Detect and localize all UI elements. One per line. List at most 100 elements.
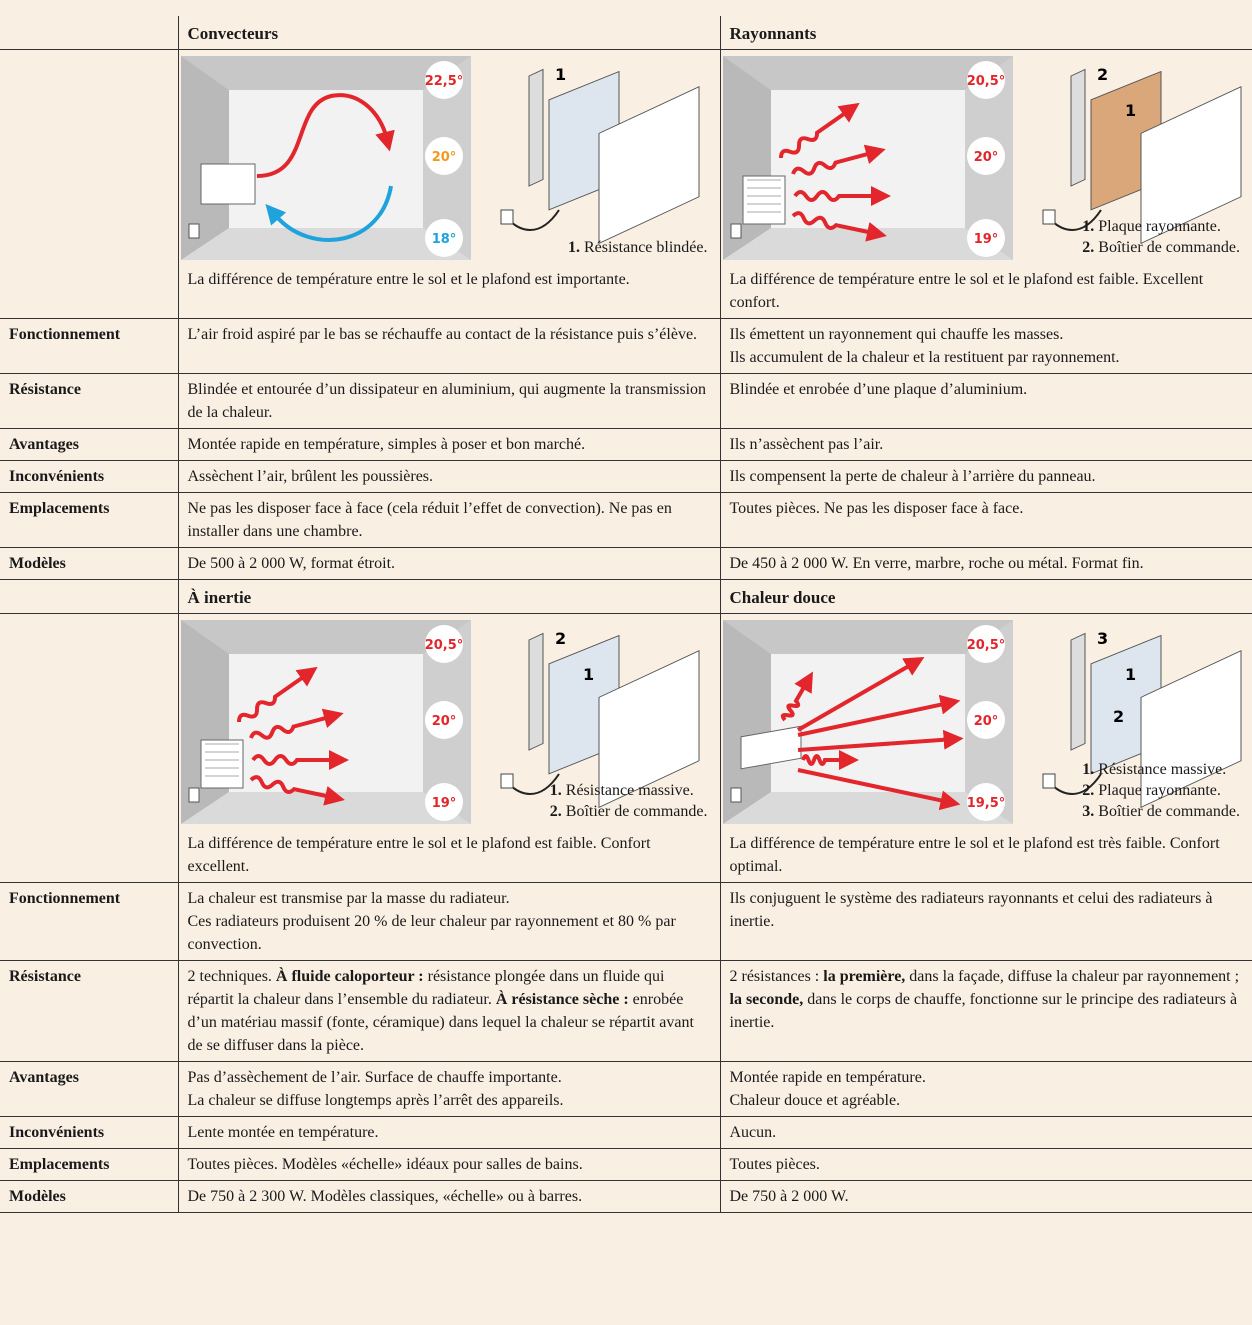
paragraph: Aucun. (729, 1124, 777, 1141)
callout: 1 (1125, 665, 1136, 684)
paragraph: Ils compensent la perte de chaleur à l’a… (729, 468, 1096, 485)
heat-wave (792, 186, 891, 206)
radiator (200, 163, 255, 205)
label-cell (0, 264, 179, 319)
legend-number: 3. (1082, 803, 1095, 820)
cell: L’air froid aspiré par le bas se réchauf… (178, 318, 721, 374)
heat-wave (250, 750, 349, 770)
illustration: 20,5° 20° 19,5° 3 1 2 1. Résistance massive. 2. P… (721, 614, 1252, 828)
legend: 1. Résistance blindée. (568, 237, 708, 258)
legend-text: Boîtier de commande. (565, 803, 708, 820)
text: dans la façade, diffuse la chaleur par r… (905, 968, 1240, 985)
image-row: 22,5° 20° 18° 1 1. Résistance blindée. 20,5° 20… (0, 49, 1252, 264)
illustration: 20,5° 20° 19° 2 1 1. Plaque rayonnante. 2. Boîti… (721, 50, 1252, 264)
front (1140, 650, 1241, 809)
socket (730, 787, 741, 803)
heat-wave (236, 666, 318, 723)
illustration: 20,5° 20° 19° 2 1 1. Résistance massive. 2. Boît… (179, 614, 720, 828)
table-body: Convecteurs Rayonnants 22,5° 20° 18° 1 1. Résis… (0, 16, 1252, 1213)
temp-label: 22,5° (424, 74, 463, 89)
ray-arrow (797, 768, 960, 811)
temp-badge (424, 625, 463, 663)
cell: Blindée et entourée d’un dissipateur en … (178, 373, 721, 429)
cell: Toutes pièces. Modèles «échelle» idéaux … (178, 1148, 721, 1181)
wave-arrow (791, 211, 887, 242)
summary-row: La différence de température entre le so… (0, 828, 1252, 883)
temp-badge (966, 701, 1005, 739)
radiator (200, 739, 243, 789)
image-cell: 22,5° 20° 18° 1 1. Résistance blindée. (178, 49, 721, 264)
text: enrobée d’un matériau massif (fonte, cér… (187, 991, 694, 1054)
text: 2 résistances : (729, 968, 824, 985)
temp-badge (424, 701, 463, 739)
header-row: À inertie Chaleur douce (0, 579, 1252, 614)
callout: 1 (555, 65, 566, 84)
paragraph: De 750 à 2 300 W. Modèles classiques, «é… (187, 1188, 583, 1205)
legend-text: Plaque rayonnante. (1098, 782, 1221, 799)
legend: 1. Résistance massive. 2. Plaque rayonnante… (1082, 759, 1240, 822)
image-cell: 20,5° 20° 19° 2 1 1. Résistance massive. 2. Boît… (178, 613, 721, 828)
bold-text: la seconde, (729, 991, 804, 1008)
temp-label: 20,5° (966, 74, 1005, 89)
bold-text: À résistance sèche : (495, 991, 629, 1008)
wave-arrow (790, 144, 886, 176)
legend: 1. Résistance massive. 2. Boîtier de comman… (550, 780, 708, 822)
row-label: Avantages (0, 428, 179, 461)
data-row: Emplacements Ne pas les disposer face à f… (0, 492, 1252, 548)
ray-arrow (796, 657, 924, 732)
paragraph: Toutes pièces. Modèles «échelle» idéaux … (187, 1156, 583, 1173)
data-row: Résistance Blindée et entourée d’un dissi… (0, 373, 1252, 429)
plug (1042, 209, 1055, 225)
plug (500, 209, 513, 225)
ceiling (180, 620, 471, 654)
socket (188, 223, 199, 239)
label-cell (0, 579, 179, 614)
bold-text: la première, (823, 968, 906, 985)
paragraph: De 750 à 2 000 W. (729, 1188, 849, 1205)
bracket (1070, 68, 1085, 187)
wave-arrow (236, 666, 318, 723)
legend-item: 2. Boîtier de commande. (550, 801, 708, 822)
bracket (528, 632, 543, 751)
ray-arrow (797, 694, 960, 737)
paragraph: 2 techniques. À fluide caloporteur : rés… (188, 965, 711, 1057)
row-label: Emplacements (0, 1148, 179, 1181)
wave-arrow (778, 102, 860, 159)
floor (180, 228, 471, 260)
summary: La différence de température entre le so… (720, 264, 1252, 319)
device-sketch: 21 (500, 629, 699, 809)
label-cell (0, 828, 179, 883)
temp-badge (424, 783, 463, 821)
left-wall (722, 620, 771, 824)
temp-label: 20,5° (424, 638, 463, 653)
legend-number: 2. (549, 803, 562, 820)
comparison-table: Convecteurs Rayonnants 22,5° 20° 18° 1 1. Résis… (0, 16, 1252, 1213)
cell: Assèchent l’air, brûlent les poussières. (178, 460, 721, 493)
illustration-graphic: 22,5° 20° 18° 1 (180, 56, 699, 260)
device-sketch: 31 2 (1042, 629, 1241, 809)
paragraph: Pas d’assèchement de l’air. Surface de c… (187, 1069, 562, 1086)
row-label: Modèles (0, 1180, 179, 1213)
cell: Toutes pièces. (720, 1148, 1252, 1181)
ray (797, 768, 960, 811)
legend-text: Boîtier de commande. (1098, 239, 1240, 256)
callout: 2 (1097, 65, 1108, 84)
wave-arrow (792, 186, 891, 206)
cell: La chaleur est transmise par la masse du… (178, 882, 721, 961)
heat-wave (780, 671, 813, 722)
warm-arrow (256, 93, 395, 178)
floor (722, 228, 1013, 260)
legend-item: 3. Boîtier de commande. (1082, 801, 1240, 822)
left-wall (180, 56, 229, 260)
legend-number: 2. (1082, 239, 1095, 256)
data-row: Emplacements Toutes pièces. Modèles «éche… (0, 1148, 1252, 1181)
data-row: Avantages Montée rapide en température, s… (0, 428, 1252, 461)
summary-row: La différence de température entre le so… (0, 264, 1252, 319)
paragraph: Toutes pièces. Ne pas les disposer face … (729, 500, 1024, 517)
temp-badge (966, 625, 1005, 663)
illustration-graphic: 20,5° 20° 19° 21 (180, 620, 699, 824)
legend-item: 1. Plaque rayonnante. (1082, 216, 1240, 237)
row-label: Emplacements (0, 492, 179, 548)
image-cell: 20,5° 20° 19,5° 3 1 2 1. Résistance massive. 2. P… (720, 614, 1252, 829)
wave-arrow (780, 671, 813, 722)
